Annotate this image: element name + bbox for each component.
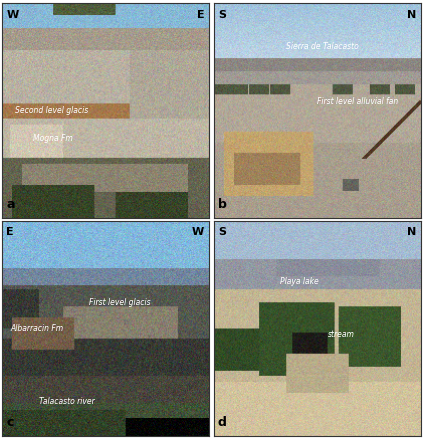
Text: Sierra de Talacasto: Sierra de Talacasto bbox=[286, 41, 359, 51]
Text: c: c bbox=[6, 416, 14, 429]
Text: b: b bbox=[218, 198, 227, 211]
Text: E: E bbox=[197, 10, 204, 19]
Text: W: W bbox=[6, 10, 19, 19]
Text: First level glacis: First level glacis bbox=[89, 298, 151, 307]
Text: First level alluvial fan: First level alluvial fan bbox=[317, 97, 398, 106]
Text: Mogna Fm: Mogna Fm bbox=[33, 134, 73, 143]
Text: Talacasto river: Talacasto river bbox=[39, 397, 95, 406]
Text: d: d bbox=[218, 416, 227, 429]
Text: S: S bbox=[218, 10, 226, 19]
Text: N: N bbox=[407, 227, 417, 237]
Text: E: E bbox=[6, 227, 14, 237]
Text: stream: stream bbox=[327, 330, 354, 339]
Text: S: S bbox=[218, 227, 226, 237]
Text: W: W bbox=[192, 227, 204, 237]
Text: N: N bbox=[407, 10, 417, 19]
Text: Second level glacis: Second level glacis bbox=[14, 106, 88, 115]
Text: a: a bbox=[6, 198, 15, 211]
Text: Playa lake: Playa lake bbox=[280, 276, 319, 286]
Text: Albarracin Fm: Albarracin Fm bbox=[11, 324, 63, 333]
